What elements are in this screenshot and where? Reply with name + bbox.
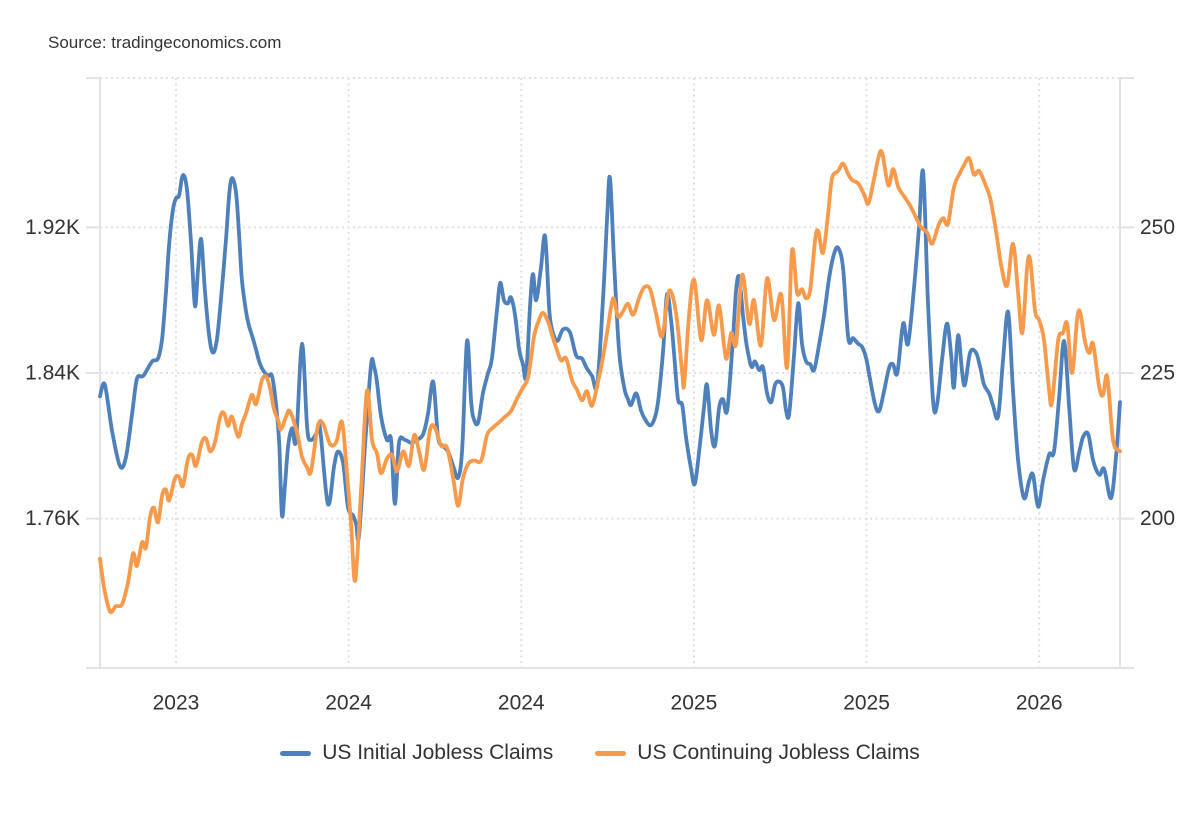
legend-label-continuing-claims: US Continuing Jobless Claims	[637, 741, 920, 764]
x-axis-tick-label: 2024	[498, 691, 545, 714]
y-axis-tick-label-right: 225	[1140, 362, 1175, 385]
y-axis-tick-label-right: 250	[1140, 216, 1175, 239]
legend-entry-initial-claims[interactable]: US Initial Jobless Claims	[280, 741, 553, 765]
y-axis-tick-label-left: 1.76K	[25, 507, 80, 530]
series-line-initial-claims[interactable]	[98, 168, 1122, 543]
y-axis-tick-label-left: 1.84K	[25, 362, 80, 385]
x-axis-tick-label: 2023	[153, 691, 200, 714]
legend-line-orange-icon	[595, 750, 627, 756]
x-axis-tick-label: 2026	[1016, 691, 1063, 714]
y-axis-tick-label-right: 200	[1140, 507, 1175, 530]
legend-line-blue-icon	[280, 750, 312, 756]
series-line-continuing-claims[interactable]	[98, 148, 1122, 615]
x-axis-tick-label: 2025	[671, 691, 718, 714]
x-axis-tick-label: 2024	[325, 691, 372, 714]
legend: US Initial Jobless Claims US Continuing …	[0, 741, 1200, 765]
legend-label-initial-claims: US Initial Jobless Claims	[322, 741, 554, 764]
source-note: Source: tradingeconomics.com	[48, 33, 282, 52]
x-axis-tick-label: 2025	[843, 691, 890, 714]
legend-entry-continuing-claims[interactable]: US Continuing Jobless Claims	[595, 741, 920, 765]
y-axis-tick-label-left: 1.92K	[25, 216, 80, 239]
